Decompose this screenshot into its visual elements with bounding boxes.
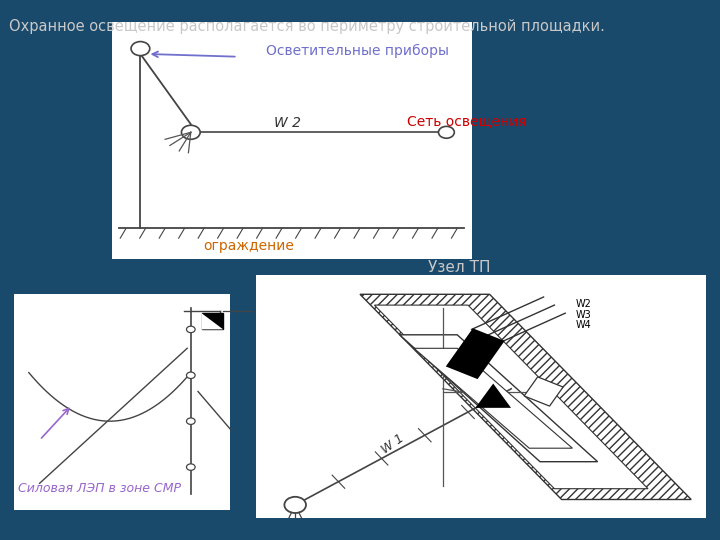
Text: Узел ТП: Узел ТП bbox=[428, 260, 491, 275]
Bar bbox=[14, 294, 230, 510]
Text: W4: W4 bbox=[576, 320, 592, 330]
Bar bbox=[202, 313, 223, 329]
Text: W3: W3 bbox=[576, 309, 592, 320]
Circle shape bbox=[181, 125, 200, 139]
Polygon shape bbox=[475, 383, 511, 408]
Circle shape bbox=[186, 464, 195, 470]
Text: Сеть освещения: Сеть освещения bbox=[407, 114, 526, 129]
Circle shape bbox=[186, 326, 195, 333]
Circle shape bbox=[131, 42, 150, 56]
Circle shape bbox=[438, 126, 454, 138]
Circle shape bbox=[284, 497, 306, 513]
Circle shape bbox=[186, 372, 195, 379]
Text: Охранное освещение располагается во периметру строительной площадки.: Охранное освещение располагается во пери… bbox=[9, 19, 605, 34]
Polygon shape bbox=[524, 377, 563, 406]
Text: ограждение: ограждение bbox=[203, 239, 294, 253]
Bar bbox=[112, 22, 472, 259]
Text: Осветительные приборы: Осветительные приборы bbox=[266, 44, 449, 58]
Polygon shape bbox=[202, 313, 223, 329]
Polygon shape bbox=[414, 348, 572, 448]
Polygon shape bbox=[446, 328, 505, 379]
Bar bbox=[256, 275, 706, 518]
Text: W 2: W 2 bbox=[274, 116, 302, 130]
Text: Силовая ЛЭП в зоне СМР: Силовая ЛЭП в зоне СМР bbox=[18, 482, 181, 495]
Polygon shape bbox=[400, 335, 598, 462]
Polygon shape bbox=[374, 305, 648, 489]
Text: W 1: W 1 bbox=[379, 431, 406, 456]
Circle shape bbox=[186, 418, 195, 424]
Text: W2: W2 bbox=[576, 299, 592, 309]
